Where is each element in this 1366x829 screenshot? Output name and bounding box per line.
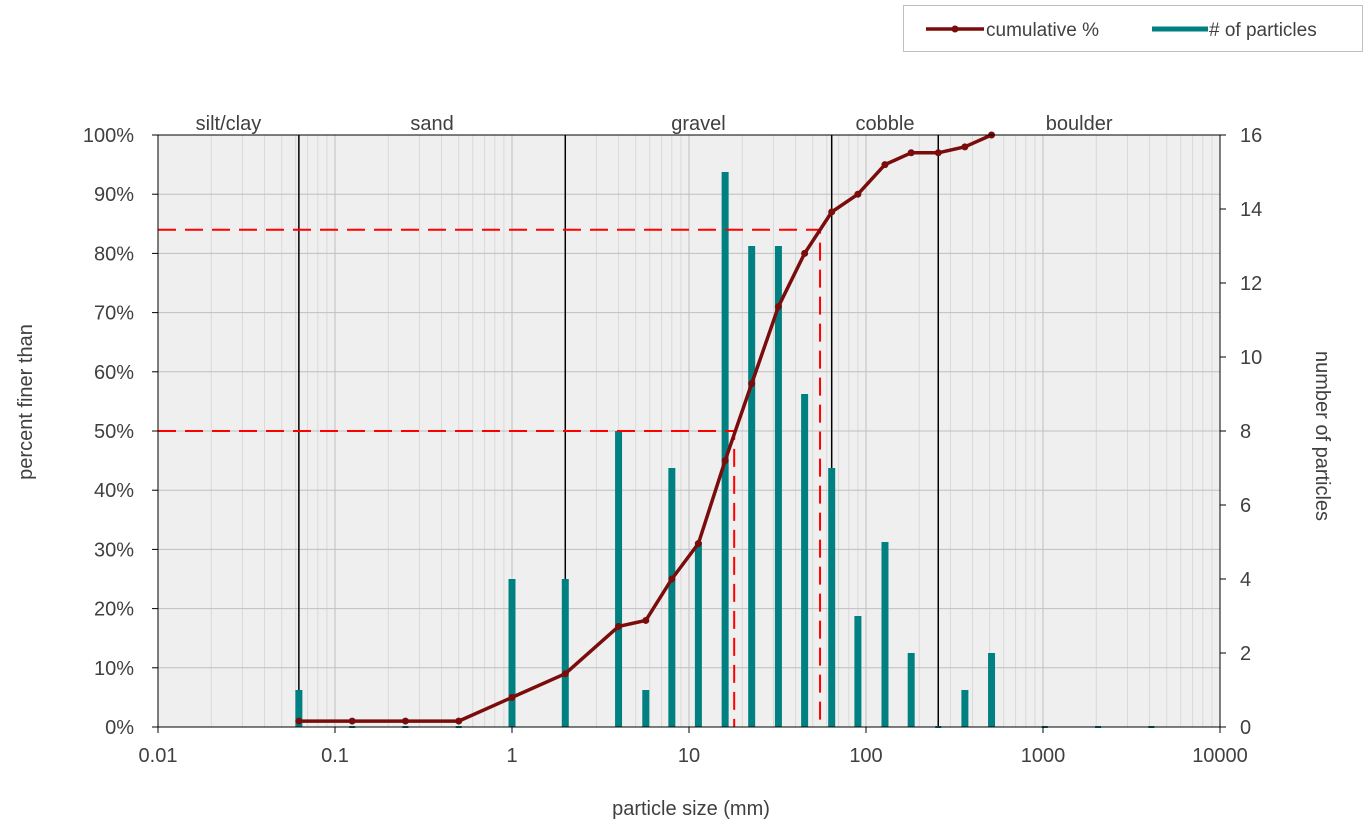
particle-bar (295, 690, 303, 727)
particle-bar (561, 579, 569, 727)
x-tick-label: 1 (506, 745, 517, 767)
particle-bar (801, 394, 809, 727)
size-class-label: boulder (1046, 113, 1113, 135)
y-right-tick-label: 14 (1240, 199, 1262, 221)
cumulative-point (615, 622, 623, 630)
x-tick-labels: 0.01 0.1 1 10 100 1000 10000 (139, 745, 1248, 767)
y-left-tick-label: 50% (94, 421, 134, 443)
x-tick-label: 1000 (1021, 745, 1066, 767)
axes (152, 134, 1226, 733)
legend: cumulative % # of particles (903, 5, 1363, 52)
y-left-tick-label: 20% (94, 599, 134, 621)
y-left-axis-title: percent finer than (15, 324, 37, 480)
y-right-tick-label: 4 (1240, 569, 1251, 591)
legend-label-particles: # of particles (1209, 20, 1317, 41)
x-tick-label: 100 (849, 745, 882, 767)
cumulative-point (508, 693, 516, 701)
y-left-tick-label: 100% (83, 125, 134, 147)
particle-bar (508, 579, 516, 727)
particle-bar (694, 542, 702, 727)
cumulative-point (881, 161, 889, 169)
y-left-tick-label: 80% (94, 243, 134, 265)
particle-bar (988, 653, 996, 727)
particle-bar (774, 246, 782, 727)
y-left-tick-label: 70% (94, 303, 134, 325)
y-right-tick-labels: 0 2 4 6 8 10 12 14 16 (1240, 125, 1262, 739)
legend-label-cumulative: cumulative % (986, 20, 1099, 41)
particle-bar (907, 653, 915, 727)
particle-bar (961, 690, 969, 727)
cumulative-point (348, 717, 356, 725)
cumulative-point (721, 457, 729, 465)
cumulative-point (961, 143, 969, 151)
y-left-tick-label: 10% (94, 658, 134, 680)
y-right-tick-label: 12 (1240, 273, 1262, 295)
cumulative-point (801, 249, 809, 257)
legend-line-marker (951, 25, 959, 33)
cumulative-point (455, 717, 463, 725)
particle-bar (642, 690, 650, 727)
y-right-tick-label: 8 (1240, 421, 1251, 443)
cumulative-point (401, 717, 409, 725)
particle-bar (748, 246, 756, 727)
size-class-label: sand (410, 113, 453, 135)
y-right-axis-title: number of particles (1311, 351, 1333, 521)
size-class-label: cobble (856, 113, 915, 135)
cumulative-point (642, 616, 650, 624)
x-tick-label: 0.01 (139, 745, 178, 767)
cumulative-point (694, 539, 702, 547)
particle-bar (854, 616, 862, 727)
cumulative-point (774, 303, 782, 311)
particle-bar (721, 172, 729, 727)
y-left-tick-labels: 0% 10% 20% 30% 40% 50% 60% 70% 80% 90% 100% (83, 125, 134, 739)
cumulative-point (854, 190, 862, 198)
y-left-tick-label: 40% (94, 480, 134, 502)
y-left-tick-label: 60% (94, 362, 134, 384)
y-left-tick-label: 90% (94, 184, 134, 206)
x-tick-label: 10000 (1192, 745, 1248, 767)
y-left-tick-label: 30% (94, 539, 134, 561)
x-tick-label: 10 (678, 745, 700, 767)
y-right-tick-label: 6 (1240, 495, 1251, 517)
cumulative-point (907, 149, 915, 157)
particle-bar (881, 542, 889, 727)
cumulative-point (295, 717, 303, 725)
cumulative-point (748, 380, 756, 388)
cumulative-point (934, 149, 942, 157)
y-left-tick-label: 0% (105, 717, 134, 739)
x-axis-title: particle size (mm) (612, 798, 770, 820)
particle-bar (668, 468, 676, 727)
particle-bar (828, 468, 836, 727)
cumulative-line (295, 131, 996, 725)
y-right-tick-label: 0 (1240, 717, 1251, 739)
size-class-label: silt/clay (196, 113, 262, 135)
y-right-tick-label: 16 (1240, 125, 1262, 147)
particle-count-bars (295, 172, 1155, 728)
size-class-label: gravel (671, 113, 725, 135)
cumulative-point (561, 670, 569, 678)
particle-bar (615, 431, 623, 727)
y-right-tick-label: 10 (1240, 347, 1262, 369)
cumulative-point (828, 208, 836, 216)
y-right-tick-label: 2 (1240, 643, 1251, 665)
x-tick-label: 0.1 (321, 745, 349, 767)
cumulative-point (668, 575, 676, 583)
